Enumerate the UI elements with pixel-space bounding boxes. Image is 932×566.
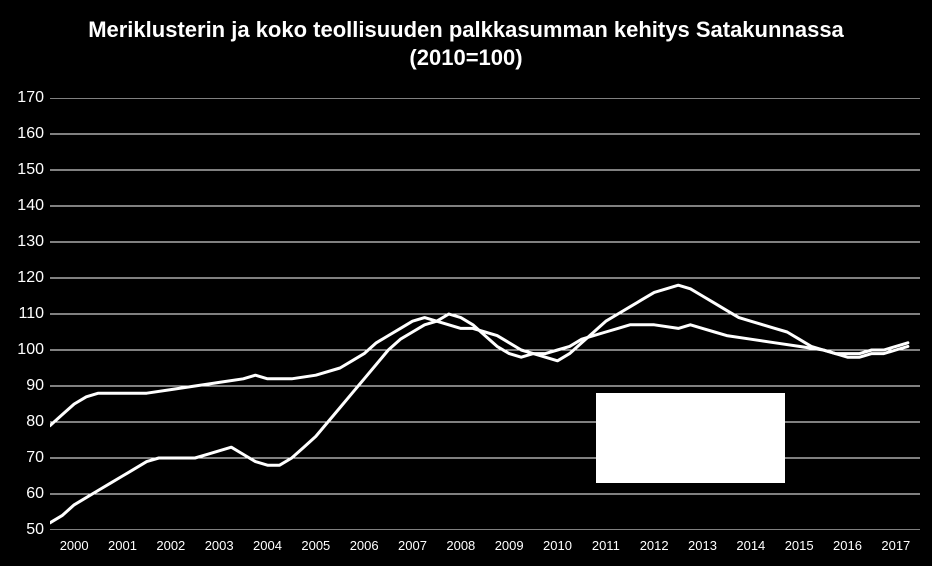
x-tick-label: 2012 [640, 538, 669, 553]
legend-box [596, 393, 785, 483]
x-tick-label: 2003 [205, 538, 234, 553]
y-tick-label: 90 [10, 377, 44, 395]
plot-area [50, 98, 920, 530]
y-tick-label: 70 [10, 449, 44, 467]
y-tick-label: 60 [10, 485, 44, 503]
x-tick-label: 2017 [881, 538, 910, 553]
y-tick-label: 80 [10, 413, 44, 431]
x-tick-label: 2015 [785, 538, 814, 553]
x-tick-label: 2010 [543, 538, 572, 553]
line-chart: Meriklusterin ja koko teollisuuden palkk… [0, 0, 932, 566]
y-tick-label: 160 [10, 125, 44, 143]
x-tick-label: 2006 [350, 538, 379, 553]
x-tick-label: 2004 [253, 538, 282, 553]
y-tick-label: 100 [10, 341, 44, 359]
y-tick-label: 150 [10, 161, 44, 179]
y-tick-label: 170 [10, 89, 44, 107]
x-tick-label: 2002 [156, 538, 185, 553]
y-tick-label: 130 [10, 233, 44, 251]
x-tick-label: 2009 [495, 538, 524, 553]
chart-title-line1: Meriklusterin ja koko teollisuuden palkk… [88, 17, 844, 42]
x-tick-label: 2008 [446, 538, 475, 553]
plot-svg [50, 98, 920, 530]
x-tick-label: 2016 [833, 538, 862, 553]
y-tick-label: 110 [10, 305, 44, 323]
y-tick-label: 120 [10, 269, 44, 287]
chart-title-line2: (2010=100) [409, 45, 522, 70]
y-tick-label: 50 [10, 521, 44, 539]
x-tick-label: 2013 [688, 538, 717, 553]
x-tick-label: 2014 [736, 538, 765, 553]
x-tick-label: 2007 [398, 538, 427, 553]
x-tick-label: 2000 [60, 538, 89, 553]
x-tick-label: 2005 [301, 538, 330, 553]
x-tick-label: 2001 [108, 538, 137, 553]
y-tick-label: 140 [10, 197, 44, 215]
x-tick-label: 2011 [592, 538, 620, 553]
chart-title: Meriklusterin ja koko teollisuuden palkk… [0, 16, 932, 71]
